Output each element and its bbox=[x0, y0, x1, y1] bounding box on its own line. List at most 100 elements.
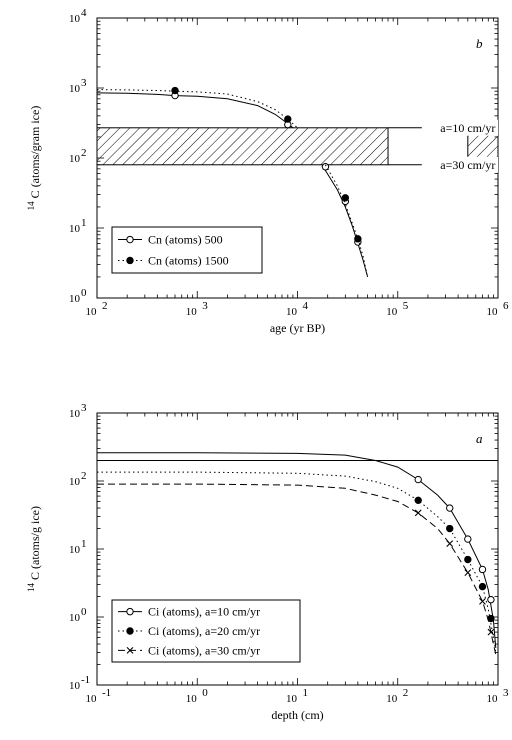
panel-label: a bbox=[476, 431, 483, 446]
series-line bbox=[97, 471, 497, 653]
band-annotation: a=30 cm/yr bbox=[440, 158, 495, 172]
data-point bbox=[479, 597, 486, 605]
y-tick-label: 10 bbox=[69, 13, 81, 25]
series-line bbox=[322, 166, 369, 278]
data-point bbox=[354, 235, 362, 243]
x-tick-label: 10 bbox=[186, 693, 198, 705]
data-point bbox=[414, 496, 422, 505]
legend-label: Ci (atoms), a=20 cm/yr bbox=[148, 624, 260, 638]
x-tick-label: 10 bbox=[386, 693, 398, 705]
x-tick-exponent: 0 bbox=[202, 687, 208, 699]
y-tick-exponent: 2 bbox=[81, 470, 87, 482]
data-point bbox=[126, 627, 134, 635]
legend-label: Ci (atoms), a=10 cm/yr bbox=[148, 605, 260, 619]
y-tick-label: 10 bbox=[69, 476, 81, 488]
y-tick-exponent: 2 bbox=[81, 147, 87, 159]
data-point bbox=[446, 504, 454, 512]
x-tick-exponent: 1 bbox=[303, 687, 309, 699]
y-tick-exponent: 1 bbox=[81, 217, 87, 229]
x-tick-label: 10 bbox=[487, 693, 499, 705]
y-tick-exponent: 1 bbox=[81, 538, 87, 550]
data-point bbox=[321, 163, 330, 171]
y-tick-label: 10 bbox=[69, 544, 81, 556]
series-3 bbox=[97, 483, 497, 655]
x-tick-exponent: 6 bbox=[503, 300, 509, 312]
x-tick-exponent: 5 bbox=[403, 300, 409, 312]
data-point bbox=[446, 524, 454, 533]
data-point bbox=[464, 555, 472, 564]
y-tick-exponent: 3 bbox=[81, 77, 87, 89]
legend-box bbox=[111, 599, 301, 663]
y-axis-label: 14 C (atoms/g ice) bbox=[26, 506, 42, 592]
data-point bbox=[414, 475, 422, 484]
data-point bbox=[414, 509, 422, 517]
legend-box bbox=[111, 226, 263, 274]
data-point bbox=[126, 607, 134, 616]
y-tick-label: 10 bbox=[69, 293, 81, 305]
annotation-background bbox=[421, 156, 498, 173]
plot-area bbox=[97, 86, 498, 278]
annotation-background bbox=[421, 119, 498, 136]
series-line bbox=[97, 452, 497, 649]
y-tick-exponent: 0 bbox=[81, 606, 87, 618]
y-axis-label-main: C (atoms/g ice) bbox=[28, 506, 42, 583]
legend: Cn (atoms) 500 Cn (atoms) 1500 bbox=[111, 226, 263, 274]
data-point bbox=[126, 646, 134, 654]
series-line bbox=[324, 164, 369, 278]
legend-label: Ci (atoms), a=30 cm/yr bbox=[148, 643, 260, 657]
y-axis-label-superscript: 14 bbox=[26, 201, 36, 211]
x-tick-exponent: 2 bbox=[102, 300, 108, 312]
data-point bbox=[487, 595, 495, 604]
data-point bbox=[478, 582, 487, 591]
x-tick-label: 10 bbox=[286, 693, 298, 705]
plot-area bbox=[97, 452, 498, 655]
series-2 bbox=[97, 86, 369, 278]
hatched-band bbox=[97, 127, 389, 166]
legend-label: Cn (atoms) 1500 bbox=[148, 253, 229, 267]
series-1 bbox=[97, 452, 497, 649]
x-tick-exponent: 2 bbox=[403, 687, 409, 699]
x-tick-label: 10 bbox=[86, 306, 98, 318]
legend: Ci (atoms), a=10 cm/yr Ci (atoms), a=20 c… bbox=[111, 599, 301, 663]
band-annotation: a=10 cm/yr bbox=[440, 121, 495, 135]
data-point bbox=[478, 565, 487, 574]
x-tick-label: 10 bbox=[386, 306, 398, 318]
data-point bbox=[126, 256, 134, 265]
series-line bbox=[97, 483, 497, 655]
y-axis-label-superscript: 14 bbox=[26, 582, 36, 592]
x-tick-exponent: -1 bbox=[102, 687, 111, 699]
x-tick-label: 10 bbox=[86, 693, 98, 705]
x-tick-exponent: 4 bbox=[303, 300, 309, 312]
x-tick-label: 10 bbox=[487, 306, 499, 318]
data-point bbox=[126, 235, 134, 244]
y-tick-label: 10 bbox=[69, 408, 81, 420]
data-point bbox=[171, 86, 179, 95]
y-axis-label: 14 C (atoms/gram ice) bbox=[26, 106, 42, 211]
y-tick-exponent: 4 bbox=[81, 7, 87, 19]
x-tick-label: 10 bbox=[186, 306, 198, 318]
y-tick-exponent: 0 bbox=[81, 287, 87, 299]
x-axis-label: depth (cm) bbox=[271, 708, 323, 722]
y-tick-label: 10 bbox=[69, 223, 81, 235]
panel-label: b bbox=[476, 36, 483, 51]
x-tick-exponent: 3 bbox=[503, 687, 509, 699]
data-point bbox=[464, 535, 472, 543]
y-tick-label: 10 bbox=[69, 680, 81, 692]
y-tick-label: 10 bbox=[69, 612, 81, 624]
data-point bbox=[464, 569, 472, 576]
series-line bbox=[97, 89, 298, 129]
legend-label: Cn (atoms) 500 bbox=[148, 233, 223, 247]
y-tick-exponent: 3 bbox=[81, 402, 87, 414]
data-point bbox=[341, 194, 350, 202]
x-axis-label: age (yr BP) bbox=[270, 321, 325, 335]
x-tick-exponent: 3 bbox=[202, 300, 208, 312]
data-point bbox=[487, 628, 495, 636]
data-point bbox=[446, 540, 454, 548]
data-point bbox=[284, 115, 292, 123]
y-tick-label: 10 bbox=[69, 153, 81, 165]
y-axis-label-main: C (atoms/gram ice) bbox=[28, 106, 42, 202]
series-line bbox=[97, 92, 294, 129]
